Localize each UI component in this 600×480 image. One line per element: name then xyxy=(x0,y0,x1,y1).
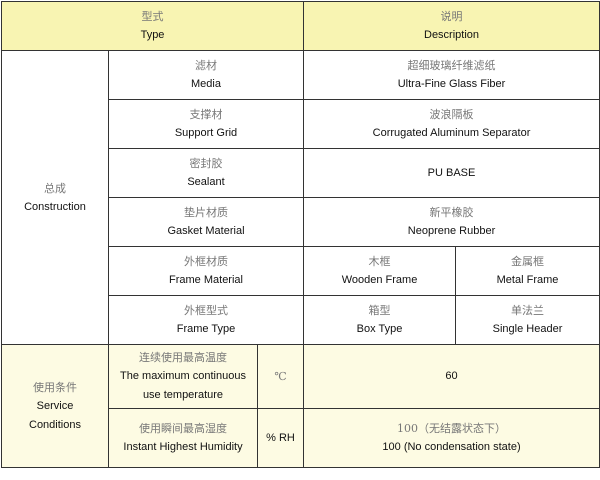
label-en: Media xyxy=(191,78,221,90)
value-en: Wooden Frame xyxy=(341,274,418,286)
value-en: 60 xyxy=(445,370,458,382)
label-en: Frame Type xyxy=(176,323,236,335)
value-cn: 木框 xyxy=(368,255,391,268)
row-value: 60 xyxy=(303,344,600,409)
header-type: 型式 Type xyxy=(0,1,305,51)
value-cn: 箱型 xyxy=(368,304,391,317)
value-cn: 超细玻璃纤维滤纸 xyxy=(407,59,496,72)
label-en: Frame Material xyxy=(169,274,243,286)
value-option-b: 金属框 Metal Frame xyxy=(455,246,600,296)
label-cn: 垫片材质 xyxy=(184,206,228,219)
value-en: 100 (No condensation state) xyxy=(382,441,521,453)
value-en: Corrugated Aluminum Separator xyxy=(372,127,531,139)
label-en: Gasket Material xyxy=(167,225,245,237)
spec-table: 型式 Type 说明 Description 总成 Construction 滤材 Me… xyxy=(0,1,600,468)
label-en: use temperature xyxy=(142,389,224,401)
construction-label: 总成 Construction xyxy=(1,50,109,345)
value-en: Ultra-Fine Glass Fiber xyxy=(397,78,506,90)
value-en: PU BASE xyxy=(427,166,476,179)
value-cn: 波浪隔板 xyxy=(429,108,474,121)
value-en: Single Header xyxy=(492,323,563,335)
table-row: 外框材质 Frame Material 木框 Wooden Frame 金属框 Met… xyxy=(2,246,600,296)
table-row: 总成 Construction 滤材 Media 超细玻璃纤维滤纸 Ultra-Fin… xyxy=(1,50,600,345)
value-option-a: 木框 Wooden Frame xyxy=(303,246,457,296)
label-cn: 外框材质 xyxy=(184,255,228,268)
value-cn: 新平橡胶 xyxy=(429,206,474,219)
row-value: 超细玻璃纤维滤纸 Ultra-Fine Glass Fiber xyxy=(303,50,600,100)
service-cn: 使用条件 xyxy=(33,380,77,394)
row-label: 密封胶 Sealant xyxy=(107,148,305,198)
label-en: Support Grid xyxy=(174,127,238,139)
label-en: Sealant xyxy=(187,176,225,188)
label-cn: 外框型式 xyxy=(184,304,228,317)
construction-cn: 总成 xyxy=(44,181,66,195)
header-description: 说明 Description xyxy=(303,1,600,51)
row-label: 使用瞬间最高湿度 Instant Highest Humidity xyxy=(108,408,258,468)
label-cn: 使用瞬间最高湿度 xyxy=(139,422,227,435)
header-type-en: Type xyxy=(140,29,165,41)
value-option-a: 箱型 Box Type xyxy=(303,295,457,345)
label-cn: 连续使用最高温度 xyxy=(139,351,227,364)
value-cn: 100（无结露状态下） xyxy=(397,422,507,435)
table-row: 支撑材 Support Grid 波浪隔板 Corrugated Aluminum … xyxy=(2,99,600,149)
row-value: 波浪隔板 Corrugated Aluminum Separator xyxy=(303,99,600,149)
row-value: 新平橡胶 Neoprene Rubber xyxy=(303,197,600,247)
label-cn: 密封胶 xyxy=(189,157,223,170)
row-value: 100（无结露状态下） 100 (No condensation state) xyxy=(303,408,600,468)
row-label: 滤材 Media xyxy=(107,50,305,100)
value-en: Box Type xyxy=(356,323,403,335)
header-row: 型式 Type 说明 Description xyxy=(0,1,600,51)
header-type-cn: 型式 xyxy=(141,10,164,23)
table-row: 密封胶 Sealant PU BASE xyxy=(2,148,600,198)
service-en: Service xyxy=(36,399,74,412)
header-desc-en: Description xyxy=(424,29,480,41)
row-label: 垫片材质 Gasket Material xyxy=(107,197,305,247)
value-cn: 单法兰 xyxy=(511,304,545,317)
row-label: 外框材质 Frame Material xyxy=(107,246,305,296)
label-en: The maximum continuous xyxy=(120,370,246,382)
unit-text: % RH xyxy=(266,431,295,444)
label-cn: 支撑材 xyxy=(189,108,223,121)
label-cn: 滤材 xyxy=(195,59,217,72)
service-en: Conditions xyxy=(29,418,81,431)
value-en: Neoprene Rubber xyxy=(407,225,496,237)
row-label: 支撑材 Support Grid xyxy=(107,99,305,149)
table-row: 垫片材质 Gasket Material 新平橡胶 Neoprene Rubber xyxy=(2,197,600,247)
row-label: 连续使用最高温度 The maximum continuous use temper… xyxy=(108,344,258,409)
value-en: Metal Frame xyxy=(496,274,559,286)
label-en: Instant Highest Humidity xyxy=(123,441,243,453)
value-cn: 金属框 xyxy=(511,255,545,268)
row-label: 外框型式 Frame Type xyxy=(107,295,305,345)
row-value: PU BASE xyxy=(303,148,600,198)
unit-text: ℃ xyxy=(274,370,287,383)
unit: % RH xyxy=(256,408,305,468)
service-label: 使用条件 Service Conditions xyxy=(1,344,109,468)
construction-en: Construction xyxy=(24,200,86,213)
value-option-b: 单法兰 Single Header xyxy=(455,295,600,345)
table-row: 使用条件 Service Conditions 连续使用最高温度 The maximu… xyxy=(1,344,600,468)
unit: ℃ xyxy=(256,344,305,409)
table-row: 使用瞬间最高湿度 Instant Highest Humidity % RH 10… xyxy=(2,408,600,468)
header-desc-cn: 说明 xyxy=(440,10,463,23)
